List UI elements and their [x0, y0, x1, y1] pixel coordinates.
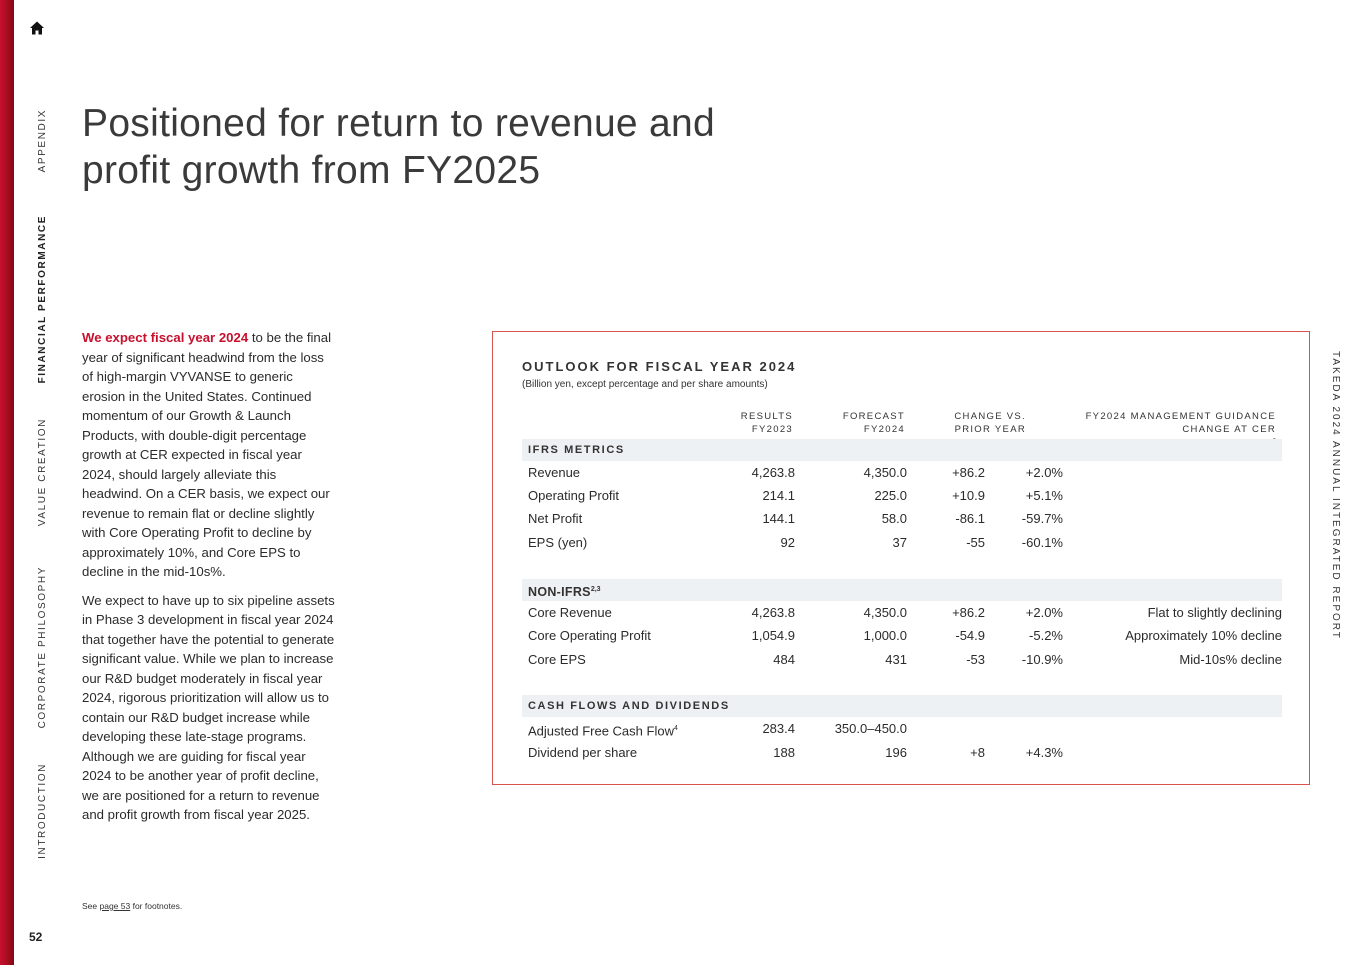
paragraph-2: We expect to have up to six pipeline ass… [82, 592, 335, 823]
cell-results: 4,263.8 [751, 465, 795, 480]
column-header-line: CHANGE VS. [954, 411, 1026, 422]
table-row: Adjusted Free Cash Flow4 283.4 350.0–450… [528, 719, 1282, 739]
body-text: We expect fiscal year 2024 to be the fin… [82, 328, 337, 834]
nav-financial-performance[interactable]: FINANCIAL PERFORMANCE [37, 215, 48, 384]
column-header-line: FY2023 [751, 424, 793, 435]
column-header-line: FORECAST [842, 411, 905, 422]
cell-change-pct: -5.2% [1029, 628, 1063, 643]
column-header-line: FY2024 [863, 424, 905, 435]
row-label: EPS (yen) [528, 535, 588, 550]
cell-change-pct: -60.1% [1021, 535, 1063, 550]
cell-guidance: Mid-10s% decline [1179, 652, 1282, 667]
table-row: Operating Profit 214.1 225.0 +10.9 +5.1% [528, 486, 1282, 506]
cell-change: -55 [966, 535, 985, 550]
column-header-change: CHANGE VS. PRIOR YEAR [954, 410, 1026, 436]
accent-bar [0, 0, 14, 965]
table-row: Revenue 4,263.8 4,350.0 +86.2 +2.0% [528, 463, 1282, 483]
page-number: 52 [29, 930, 43, 944]
row-label: Dividend per share [528, 745, 638, 760]
footnote-prefix: See [82, 901, 100, 911]
cell-forecast: 225.0 [874, 488, 907, 503]
cell-results: 484 [773, 652, 795, 667]
table-row: Core EPS 484 431 -53 -10.9% Mid-10s% dec… [528, 650, 1282, 670]
cell-forecast: 4,350.0 [863, 465, 907, 480]
footnote-marker: 4 [673, 725, 678, 732]
outlook-title: OUTLOOK FOR FISCAL YEAR 2024 [522, 359, 797, 374]
cell-forecast: 431 [885, 652, 907, 667]
outlook-table-box: OUTLOOK FOR FISCAL YEAR 2024 (Billion ye… [492, 331, 1310, 785]
table-row: Net Profit 144.1 58.0 -86.1 -59.7% [528, 509, 1282, 529]
cell-change-pct: +2.0% [1025, 465, 1063, 480]
cell-change: -86.1 [955, 511, 985, 526]
paragraph-1-text: to be the final year of significant head… [82, 330, 332, 579]
cell-results: 144.1 [762, 511, 795, 526]
cell-change: -54.9 [955, 628, 985, 643]
cell-change: -53 [966, 652, 985, 667]
table-row: EPS (yen) 92 37 -55 -60.1% [528, 533, 1282, 553]
column-header-line: FY2024 MANAGEMENT GUIDANCE [1085, 411, 1276, 422]
table-row: Core Operating Profit 1,054.9 1,000.0 -5… [528, 626, 1282, 646]
cell-forecast: 1,000.0 [863, 628, 907, 643]
cell-change-pct: -59.7% [1021, 511, 1063, 526]
lead-text: We expect fiscal year 2024 [82, 330, 249, 345]
row-label: Core Revenue [528, 605, 612, 620]
table-row: Core Revenue 4,263.8 4,350.0 +86.2 +2.0%… [528, 603, 1282, 623]
report-title: TAKEDA 2024 ANNUAL INTEGRATED REPORT [1330, 351, 1341, 640]
column-header-line: RESULTS [740, 411, 793, 422]
section-title: NON-IFRS [528, 585, 591, 600]
section-header-non-ifrs: NON-IFRS2,3 [522, 579, 1282, 601]
cell-change: +86.2 [952, 605, 985, 620]
column-header-forecast: FORECAST FY2024 [843, 410, 905, 436]
cell-results: 214.1 [762, 488, 795, 503]
cell-results: 188 [773, 745, 795, 760]
row-label: Net Profit [528, 511, 583, 526]
column-header-line: PRIOR YEAR [954, 424, 1026, 435]
cell-results: 1,054.9 [751, 628, 795, 643]
section-header-ifrs: IFRS METRICS [522, 439, 1282, 461]
row-label: Core EPS [528, 652, 586, 667]
row-label: Operating Profit [528, 488, 620, 503]
outlook-subtitle: (Billion yen, except percentage and per … [522, 379, 768, 390]
cell-results: 4,263.8 [751, 605, 795, 620]
cell-change-pct: +2.0% [1025, 605, 1063, 620]
footnote-link[interactable]: page 53 [99, 901, 131, 911]
column-header-text: CHANGE AT CER [1182, 424, 1276, 435]
footnote: See page 53 for footnotes. [82, 901, 182, 911]
cell-results: 283.4 [762, 721, 795, 736]
cell-results: 92 [780, 535, 795, 550]
row-label: Revenue [528, 465, 581, 480]
home-icon[interactable] [29, 20, 45, 36]
column-header-results: RESULTS FY2023 [741, 410, 793, 436]
cell-guidance: Flat to slightly declining [1147, 605, 1282, 620]
cell-forecast: 58.0 [881, 511, 907, 526]
cell-forecast: 37 [892, 535, 907, 550]
paragraph-1: We expect fiscal year 2024 to be the fin… [82, 328, 337, 582]
cell-guidance: Approximately 10% decline [1125, 628, 1282, 643]
cell-change: +10.9 [952, 488, 985, 503]
cell-forecast: 4,350.0 [863, 605, 907, 620]
cell-change: +86.2 [952, 465, 985, 480]
cell-change-pct: -10.9% [1021, 652, 1063, 667]
page-title: Positioned for return to revenue and pro… [82, 102, 716, 192]
nav-corporate-philosophy[interactable]: CORPORATE PHILOSOPHY [37, 566, 48, 729]
footnote-marker: 2,3 [590, 586, 601, 593]
row-label-text: Adjusted Free Cash Flow [528, 723, 674, 739]
cell-change-pct: +4.3% [1025, 745, 1063, 760]
footnote-suffix: for footnotes. [130, 901, 183, 911]
nav-appendix[interactable]: APPENDIX [37, 109, 48, 173]
table-row: Dividend per share 188 196 +8 +4.3% [528, 743, 1282, 763]
row-label: Adjusted Free Cash Flow4 [528, 719, 678, 741]
cell-forecast: 196 [885, 745, 907, 760]
cell-forecast: 350.0–450.0 [834, 721, 907, 736]
section-header-cash-flows: CASH FLOWS AND DIVIDENDS [522, 695, 1282, 717]
row-label: Core Operating Profit [528, 628, 651, 643]
nav-value-creation[interactable]: VALUE CREATION [37, 418, 48, 527]
cell-change: +8 [970, 745, 985, 760]
cell-change-pct: +5.1% [1025, 488, 1063, 503]
nav-introduction[interactable]: INTRODUCTION [37, 763, 48, 859]
